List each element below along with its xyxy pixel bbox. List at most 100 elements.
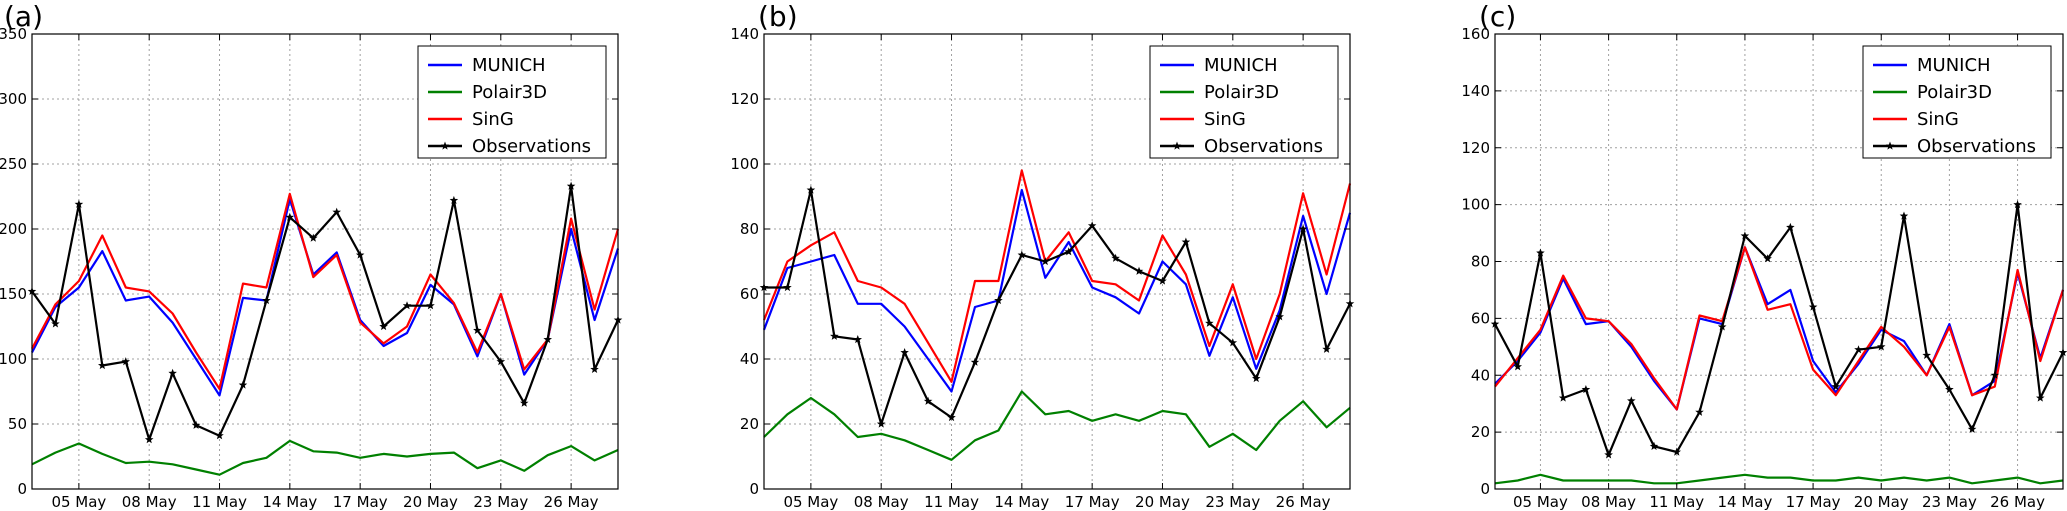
series-line-sing bbox=[762, 169, 1352, 383]
series-line-munich bbox=[762, 188, 1352, 393]
x-tick-label: 11 May bbox=[192, 493, 247, 511]
x-tick-label: 23 May bbox=[473, 493, 528, 511]
y-tick-label: 140 bbox=[1461, 82, 1490, 100]
observation-point bbox=[1967, 424, 1977, 433]
observation-point bbox=[449, 195, 459, 204]
observation-point bbox=[121, 357, 130, 366]
observation-point bbox=[309, 233, 318, 242]
observation-point bbox=[1899, 211, 1909, 220]
y-tick-label: 60 bbox=[740, 285, 759, 303]
observation-point bbox=[1205, 318, 1214, 327]
observation-point bbox=[1017, 250, 1027, 259]
observation-point bbox=[900, 348, 909, 357]
legend-label: Observations bbox=[472, 136, 591, 157]
observation-point bbox=[2036, 393, 2045, 402]
x-tick-label: 17 May bbox=[333, 493, 388, 511]
x-tick-label: 05 May bbox=[51, 493, 106, 511]
observation-point bbox=[262, 296, 271, 305]
series-line-polair3d bbox=[31, 439, 619, 476]
legend-label: Polair3D bbox=[1204, 82, 1279, 103]
y-tick-label: 20 bbox=[740, 415, 759, 433]
chart-panel-b: 0 20 40 60 80 100 120 140 05 May 08 May 11 May 14 M… bbox=[730, 0, 1355, 511]
y-tick-label: 100 bbox=[730, 155, 759, 173]
series-line-polair3d bbox=[763, 390, 1351, 461]
observation-point bbox=[1945, 385, 1954, 394]
observation-point bbox=[1695, 407, 1704, 416]
observation-point bbox=[285, 212, 295, 221]
observation-point bbox=[1513, 362, 1522, 371]
x-tick-label: 23 May bbox=[1205, 493, 1260, 511]
x-tick-label: 17 May bbox=[1065, 493, 1120, 511]
observation-point bbox=[215, 431, 224, 440]
observation-point bbox=[1763, 254, 1772, 263]
observation-point bbox=[1604, 450, 1613, 459]
observation-point bbox=[1158, 276, 1167, 285]
observation-point bbox=[1322, 344, 1331, 353]
observation-point bbox=[1558, 393, 1568, 402]
x-tick-label: 08 May bbox=[854, 493, 909, 511]
observation-point bbox=[1536, 248, 1545, 257]
observation-point bbox=[1877, 342, 1886, 351]
observation-point bbox=[1649, 441, 1659, 450]
x-tick-label: 17 May bbox=[1786, 493, 1841, 511]
observation-point bbox=[1134, 266, 1144, 275]
observation-point bbox=[402, 301, 412, 310]
observation-point bbox=[853, 335, 862, 344]
observation-point bbox=[355, 250, 365, 259]
observation-point bbox=[144, 435, 154, 444]
series-line-observations bbox=[764, 188, 1351, 426]
chart-panel-a: 0 50 100 150 200 250 300 350 05 May 08 May 11 May 1… bbox=[0, 0, 623, 511]
observation-point bbox=[168, 368, 177, 377]
observation-point bbox=[566, 181, 576, 190]
observation-point bbox=[379, 322, 388, 331]
y-tick-label: 80 bbox=[740, 220, 759, 238]
observation-point bbox=[1111, 253, 1120, 262]
observation-point bbox=[1627, 396, 1636, 405]
legend-marker bbox=[1885, 141, 1895, 150]
y-tick-label: 40 bbox=[740, 350, 759, 368]
y-tick-label: 0 bbox=[17, 480, 27, 498]
observation-point bbox=[1581, 385, 1591, 394]
x-tick-label: 26 May bbox=[1276, 493, 1331, 511]
observation-point bbox=[947, 413, 956, 422]
plot-frame bbox=[31, 33, 619, 490]
observation-point bbox=[426, 301, 435, 310]
series-line-sing bbox=[31, 192, 620, 390]
y-tick-label: 150 bbox=[0, 285, 27, 303]
x-tick-label: 26 May bbox=[1990, 493, 2045, 511]
y-tick-label: 80 bbox=[1471, 253, 1490, 271]
observation-point bbox=[51, 319, 60, 328]
legend-marker bbox=[1172, 141, 1182, 150]
observation-point bbox=[590, 364, 599, 373]
observation-point bbox=[191, 420, 201, 429]
series-line-observations bbox=[31, 185, 619, 441]
y-tick-label: 50 bbox=[8, 415, 27, 433]
x-tick-label: 05 May bbox=[783, 493, 838, 511]
legend-label: Polair3D bbox=[1917, 82, 1992, 103]
y-tick-label: 100 bbox=[0, 350, 27, 368]
y-tick-label: 160 bbox=[1461, 25, 1490, 43]
observation-point bbox=[994, 296, 1003, 305]
observation-point bbox=[74, 199, 84, 208]
observation-point bbox=[806, 185, 816, 194]
x-tick-label: 14 May bbox=[262, 493, 317, 511]
observation-point bbox=[1064, 247, 1073, 256]
x-tick-label: 20 May bbox=[1135, 493, 1190, 511]
x-tick-label: 14 May bbox=[1717, 493, 1772, 511]
legend-label: Polair3D bbox=[472, 82, 547, 103]
y-tick-label: 300 bbox=[0, 90, 27, 108]
legend-marker bbox=[440, 141, 450, 150]
observation-point bbox=[1808, 302, 1818, 311]
y-tick-label: 0 bbox=[1480, 480, 1490, 498]
legend-label: MUNICH bbox=[472, 55, 546, 76]
chart-panel-c: 0 20 40 60 80 100 120 140 160 05 May 08 May 11 May 1… bbox=[1461, 0, 2067, 511]
observation-point bbox=[496, 357, 506, 366]
legend-label: SinG bbox=[1204, 109, 1246, 130]
panel-label: (a) bbox=[4, 0, 43, 33]
panel-label: (b) bbox=[758, 0, 798, 33]
x-tick-label: 20 May bbox=[403, 493, 458, 511]
legend-label: Observations bbox=[1204, 136, 1323, 157]
observation-point bbox=[238, 380, 248, 389]
legend-label: SinG bbox=[472, 109, 514, 130]
y-tick-label: 100 bbox=[1461, 196, 1490, 214]
